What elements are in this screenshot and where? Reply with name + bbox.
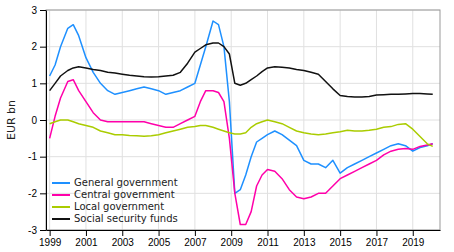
legend-item: Central government	[52, 189, 175, 200]
x-tick: 2015	[330, 230, 353, 248]
legend-item: Social security funds	[52, 213, 178, 224]
series-line	[50, 21, 433, 193]
y-tick: -1	[28, 151, 46, 162]
x-tick-mark	[413, 230, 414, 236]
x-tick-label: 2009	[221, 237, 244, 248]
legend-label: General government	[74, 177, 178, 188]
series-lines	[50, 21, 433, 225]
x-tick-label: 2015	[330, 237, 353, 248]
y-tick: -3	[28, 225, 46, 236]
x-tick: 1999	[39, 230, 62, 248]
x-tick-mark	[376, 230, 377, 236]
x-tick-mark	[268, 230, 269, 236]
y-tick-label: -3	[28, 225, 37, 236]
x-tick-label: 2019	[402, 237, 425, 248]
legend-swatch	[52, 206, 70, 208]
legend-label: Social security funds	[74, 213, 178, 224]
legend-item: Local government	[52, 201, 164, 212]
y-tick-mark	[40, 120, 46, 121]
y-tick-mark	[40, 47, 46, 48]
legend-item: General government	[52, 177, 178, 188]
x-axis-line	[47, 230, 441, 231]
y-tick: 1	[31, 78, 46, 89]
y-tick-mark	[40, 157, 46, 158]
x-axis: 1999 2001 2003 2005 2007 2009 2011 2013 2015 2017…	[39, 230, 440, 248]
grid	[46, 10, 440, 230]
x-tick: 2013	[293, 230, 316, 248]
x-tick-mark	[86, 230, 87, 236]
x-tick: 2005	[148, 230, 171, 248]
legend-swatch	[52, 218, 70, 220]
x-tick-label: 2013	[293, 237, 316, 248]
y-axis: -3 -2 -1 0 1 2 3	[28, 5, 46, 236]
x-tick-label: 2007	[184, 237, 207, 248]
series-line	[50, 80, 433, 225]
y-axis-label: EUR bn	[5, 100, 18, 140]
legend-swatch	[52, 182, 70, 184]
y-tick-mark	[40, 193, 46, 194]
y-tick-label: -2	[28, 188, 37, 199]
plot-area: 1999200120032005200720092011201320152017…	[28, 5, 440, 248]
x-tick-label: 2003	[112, 237, 135, 248]
y-tick-mark	[40, 10, 46, 11]
y-tick: 3	[31, 5, 46, 16]
y-tick-label: 0	[31, 115, 37, 126]
series-line	[50, 43, 433, 97]
x-tick: 2017	[366, 230, 389, 248]
x-tick-label: 2005	[148, 237, 171, 248]
plot-frame	[46, 10, 440, 230]
x-tick: 2011	[257, 230, 279, 248]
series-line	[50, 120, 433, 146]
y-tick-label: 3	[31, 5, 37, 16]
x-tick-mark	[159, 230, 160, 236]
y-tick: -2	[28, 188, 46, 199]
legend-label: Local government	[74, 201, 164, 212]
legend-swatch	[52, 194, 70, 196]
x-tick-label: 2001	[75, 237, 98, 248]
x-tick-mark	[340, 230, 341, 236]
y-tick: 0	[31, 115, 46, 126]
legend: General governmentCentral governmentLoca…	[52, 177, 178, 224]
x-tick-mark	[195, 230, 196, 236]
x-tick: 2003	[112, 230, 135, 248]
legend-label: Central government	[74, 189, 175, 200]
x-tick-mark	[304, 230, 305, 236]
x-tick-mark	[122, 230, 123, 236]
grid-line-y	[46, 120, 440, 121]
x-tick-label: 2017	[366, 237, 389, 248]
y-tick: 2	[31, 41, 46, 52]
x-tick-mark	[50, 230, 51, 236]
grid-line-y	[46, 46, 440, 47]
x-tick: 2009	[221, 230, 244, 248]
x-tick: 2019	[402, 230, 425, 248]
x-tick-label: 2011	[257, 237, 279, 248]
y-tick-label: 1	[31, 78, 37, 89]
y-tick-label: 2	[31, 41, 37, 52]
y-tick-label: -1	[28, 151, 37, 162]
y-tick-mark	[40, 83, 46, 84]
x-tick-label: 1999	[39, 237, 62, 248]
x-tick: 2007	[184, 230, 207, 248]
y-tick-mark	[40, 230, 46, 231]
chart: 1999200120032005200720092011201320152017…	[0, 0, 454, 252]
x-tick-mark	[231, 230, 232, 236]
x-tick: 2001	[75, 230, 98, 248]
y-axis-line	[46, 11, 47, 231]
